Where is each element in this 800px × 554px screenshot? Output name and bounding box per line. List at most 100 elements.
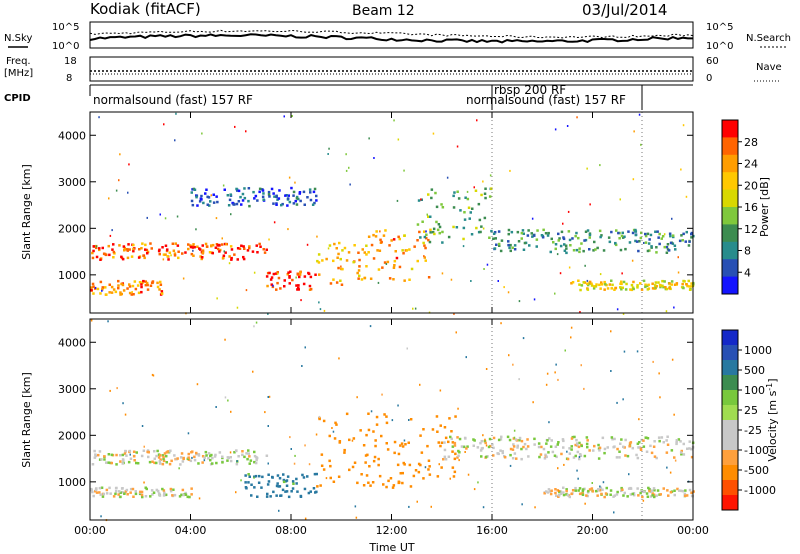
scatter-cell xyxy=(455,331,457,334)
range-cell xyxy=(246,457,249,461)
range-cell xyxy=(659,493,662,496)
range-cell xyxy=(119,491,122,494)
range-cell xyxy=(604,492,608,495)
scatter-cell xyxy=(491,412,493,415)
range-cell xyxy=(117,493,120,496)
range-cell xyxy=(367,481,370,484)
range-cell xyxy=(226,194,230,197)
range-cell xyxy=(284,480,288,483)
range-cell xyxy=(584,230,588,233)
range-cell xyxy=(155,461,158,465)
range-cell xyxy=(140,454,144,458)
scatter-cell xyxy=(482,434,484,437)
range-cell xyxy=(113,252,116,255)
scatter-cell xyxy=(288,176,291,179)
range-cell xyxy=(284,194,287,197)
scatter-cell xyxy=(465,356,467,359)
range-cell xyxy=(657,236,660,239)
scatter-cell xyxy=(420,198,422,201)
range-cell xyxy=(423,244,426,247)
scatter-cell xyxy=(227,399,229,402)
scatter-cell xyxy=(304,346,306,349)
range-cell xyxy=(203,456,206,459)
range-cell xyxy=(317,261,321,264)
scatter-cell xyxy=(470,280,472,282)
range-cell xyxy=(392,484,396,487)
scatter-cell xyxy=(215,406,217,408)
range-cell xyxy=(155,454,158,458)
range-cell xyxy=(173,254,177,257)
range-cell xyxy=(219,248,222,252)
range-cell xyxy=(428,473,432,476)
range-cell xyxy=(172,488,175,491)
range-cell xyxy=(416,239,419,242)
range-cell xyxy=(424,246,427,250)
range-cell xyxy=(221,257,225,260)
range-cell xyxy=(684,494,687,497)
range-cell xyxy=(443,448,447,452)
range-cell xyxy=(110,461,113,465)
scatter-cell xyxy=(482,227,485,230)
range-cell xyxy=(352,437,356,440)
range-cell xyxy=(417,470,421,474)
range-cell xyxy=(159,458,162,461)
range-cell xyxy=(197,462,200,465)
scatter-cell xyxy=(345,153,347,156)
range-cell xyxy=(153,450,156,453)
scatter-cell xyxy=(613,511,615,514)
range-cell xyxy=(372,430,375,433)
range-cell xyxy=(117,286,120,290)
range-cell xyxy=(332,259,335,263)
scatter-cell xyxy=(345,169,348,172)
range-cell xyxy=(142,279,145,283)
range-cell xyxy=(553,454,557,457)
xtick-label: 04:00 xyxy=(175,524,207,537)
colorbar-tick-label: -100 xyxy=(744,444,769,457)
range-cell xyxy=(427,215,430,218)
range-cell xyxy=(669,491,673,494)
range-cell xyxy=(299,494,303,498)
scatter-cell xyxy=(578,456,581,458)
range-cell xyxy=(616,447,619,451)
scatter-cell xyxy=(482,506,485,509)
scatter-cell xyxy=(638,418,640,421)
freq-panel xyxy=(89,56,694,82)
range-cell xyxy=(201,461,204,464)
scatter-cell xyxy=(95,245,98,248)
cpid-label: CPID xyxy=(4,93,31,104)
range-cell xyxy=(398,265,402,269)
range-cell xyxy=(178,495,182,498)
range-cell xyxy=(119,291,122,294)
range-cell xyxy=(335,423,338,426)
range-cell xyxy=(385,442,388,445)
range-cell xyxy=(512,443,515,446)
scatter-cell xyxy=(477,481,479,484)
range-cell xyxy=(690,236,693,239)
beam-title: Beam 12 xyxy=(352,3,415,19)
range-cell xyxy=(261,189,265,192)
power-cells xyxy=(90,112,695,315)
range-cell xyxy=(655,456,658,460)
range-cell xyxy=(462,445,466,449)
scatter-cell xyxy=(234,125,236,128)
range-cell xyxy=(95,491,99,494)
scatter-cell xyxy=(369,325,372,328)
range-cell xyxy=(243,247,246,250)
range-cell xyxy=(298,191,302,194)
range-cell xyxy=(466,445,469,448)
range-cell xyxy=(93,449,96,453)
range-cell xyxy=(391,486,395,489)
colorbar-swatch xyxy=(722,495,738,511)
scatter-cell xyxy=(164,217,167,220)
range-cell xyxy=(579,453,582,456)
colorbar-tick-label: 500 xyxy=(744,364,765,377)
scatter-cell xyxy=(331,427,333,429)
range-cell xyxy=(360,278,364,281)
range-cell xyxy=(571,281,575,284)
range-cell xyxy=(372,257,376,260)
scatter-cell xyxy=(196,383,199,386)
scatter-cell xyxy=(122,402,124,405)
range-cell xyxy=(307,271,310,275)
range-cell xyxy=(650,489,654,492)
range-cell xyxy=(275,288,278,291)
